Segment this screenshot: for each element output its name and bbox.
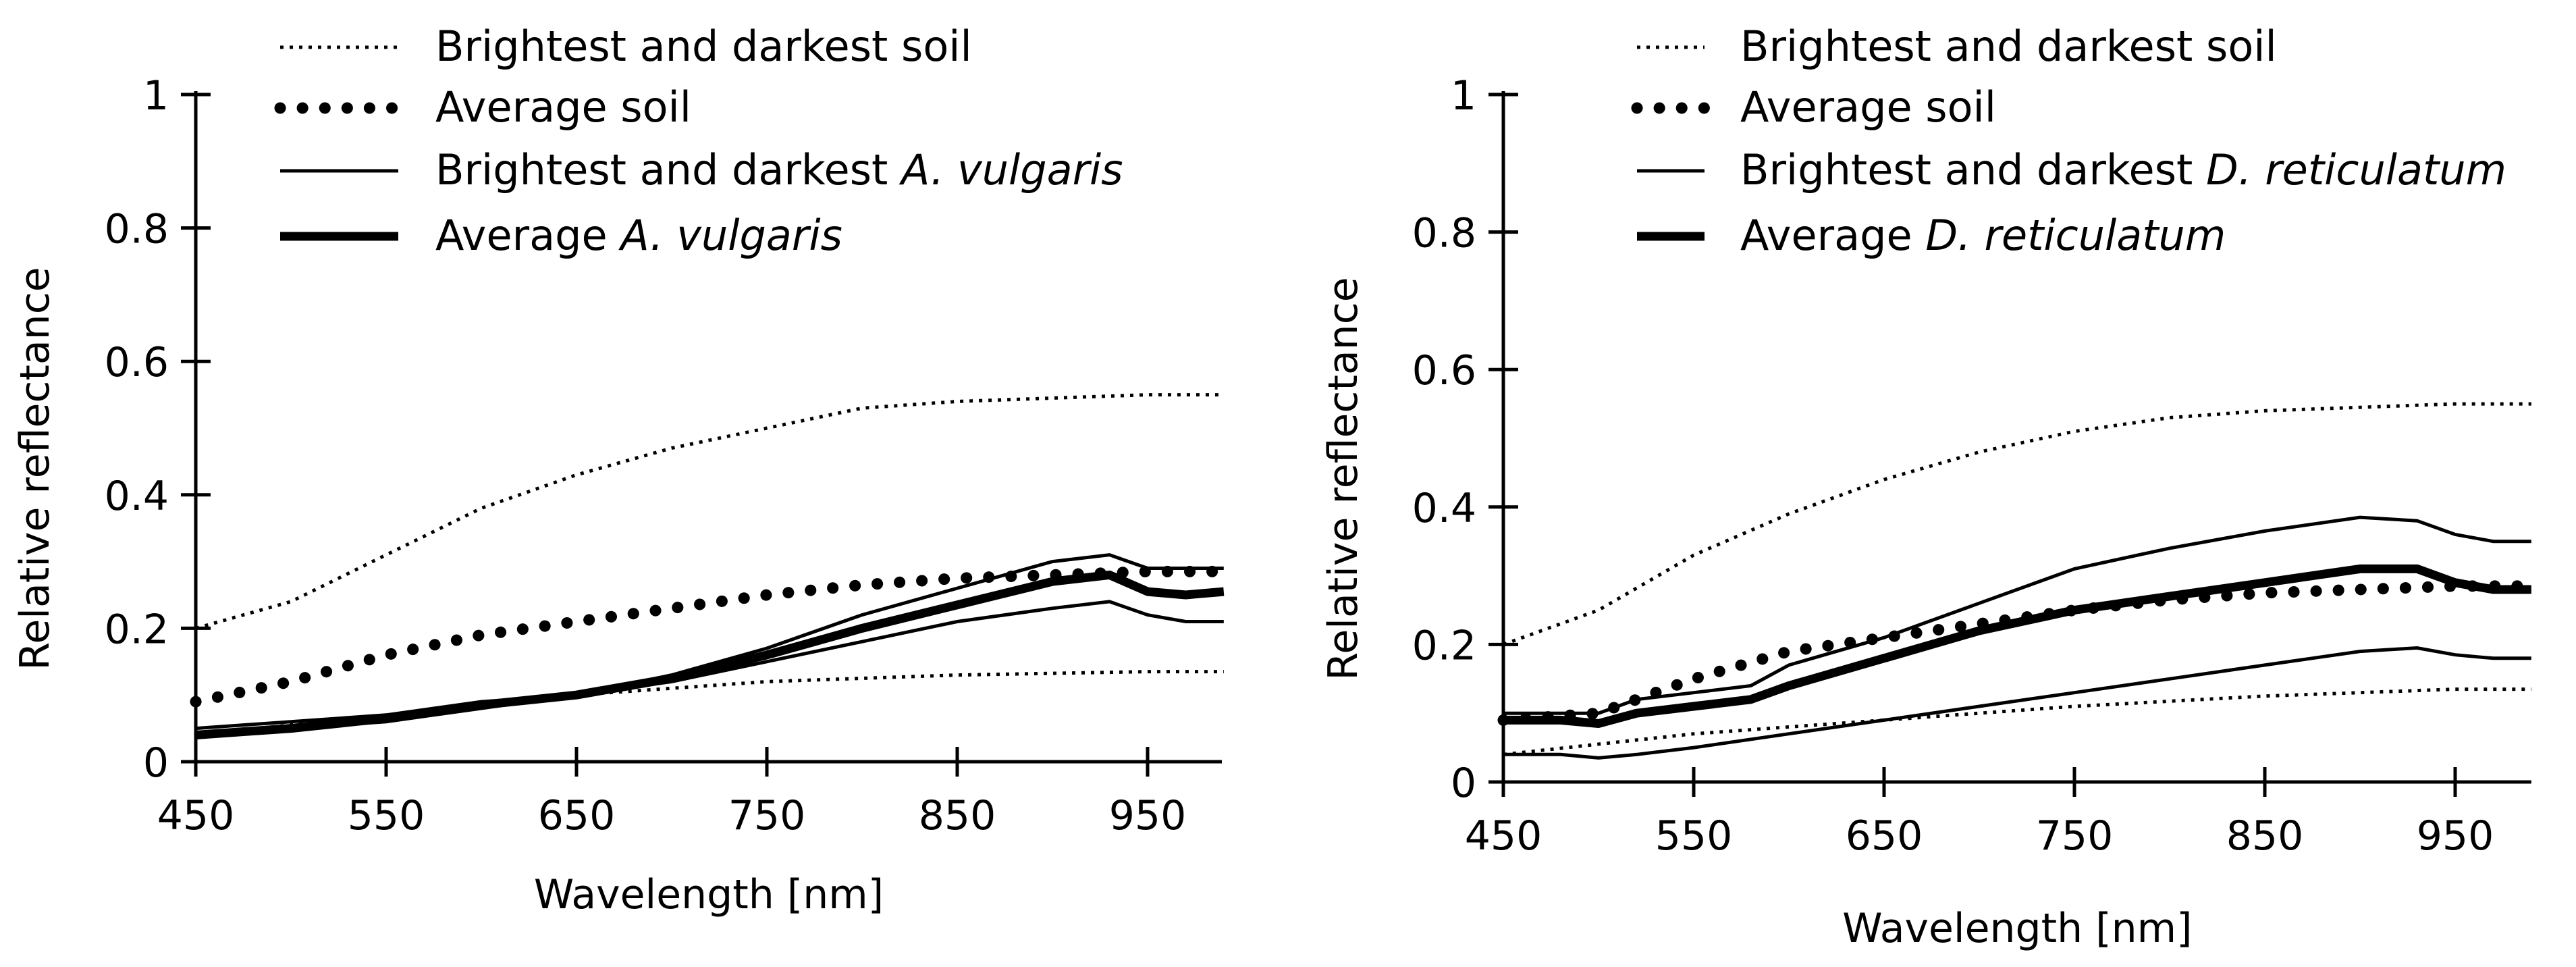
x-tick-label: 850 [2226, 812, 2304, 860]
legend-label-part: Average soil [435, 82, 691, 132]
legend-label-part: Brightest and darkest soil [435, 22, 972, 71]
y-tick-label: 1 [143, 72, 169, 120]
y-tick-label: 0.6 [1412, 347, 1476, 394]
legend-label-part: A. vulgaris [618, 211, 842, 260]
series-line [195, 570, 1225, 739]
chart-panel-2: 0 0.2 0.4 0.6 0.8 1 450 550 650 750 850 950 Waveleng… [1320, 22, 2538, 952]
y-tick-label: 0.4 [105, 473, 169, 520]
legend-label-part: A. vulgaris [898, 145, 1123, 194]
legend-label: Average A. vulgaris [435, 211, 842, 260]
x-tick-label: 950 [1109, 792, 1187, 839]
legend-label-part: Average [1740, 211, 1925, 260]
legend-label: Average soil [435, 82, 691, 132]
x-axis-title: Wavelength [nm] [1842, 905, 2192, 952]
y-tick-label: 1 [1451, 72, 1476, 120]
y-tick-label: 0.8 [1412, 210, 1476, 257]
legend: Brightest and darkest soil Average soil Br… [1631, 22, 2506, 260]
legend-label-part: Average soil [1740, 82, 1996, 132]
series-line [1503, 402, 2531, 646]
x-axis-title: Wavelength [nm] [534, 871, 884, 918]
legend-label: Average D. reticulatum [1740, 211, 2226, 260]
legend-label: Brightest and darkest soil [435, 22, 972, 71]
y-tick-label: 0 [143, 739, 169, 787]
x-tick-label: 650 [538, 792, 616, 839]
legend-label-part: D. reticulatum [2206, 145, 2506, 194]
x-tick-label: 550 [348, 792, 425, 839]
legend-label-part: Brightest and darkest [1740, 145, 2206, 194]
y-tick-label: 0.6 [105, 339, 169, 386]
legend-label-part: D. reticulatum [1925, 211, 2226, 260]
series-line [1503, 687, 2531, 756]
series-line [1503, 515, 2531, 715]
legend-label: Average soil [1740, 82, 1996, 132]
series-line [1503, 564, 2531, 728]
legend: Brightest and darkest soil Average soil Br… [274, 22, 1123, 260]
x-tick-label: 850 [919, 792, 996, 839]
x-tick-label: 550 [1655, 812, 1733, 860]
series-line [195, 393, 1224, 630]
legend-label-part: Brightest and darkest [435, 145, 901, 194]
x-tick-label: 450 [157, 792, 235, 839]
legend-label: Brightest and darkest soil [1740, 22, 2277, 71]
y-tick-label: 0.8 [105, 206, 169, 253]
x-tick-label: 750 [728, 792, 806, 839]
y-tick-label: 0.4 [1412, 485, 1476, 532]
legend-label-part: Average [435, 211, 620, 260]
x-tick-label: 450 [1465, 812, 1542, 860]
legend-label-part: Brightest and darkest soil [1740, 22, 2277, 71]
x-tick-label: 950 [2417, 812, 2494, 860]
legend-label: Brightest and darkest D. reticulatum [1740, 145, 2506, 194]
x-tick-label: 750 [2036, 812, 2114, 860]
y-tick-label: 0 [1451, 760, 1476, 807]
series-line [190, 565, 1230, 708]
y-tick-label: 0.2 [105, 606, 169, 653]
series-line [1503, 646, 2531, 760]
x-tick-label: 650 [1846, 812, 1923, 860]
y-axis-title: Relative reflectance [1320, 277, 1367, 680]
y-tick-label: 0.2 [1412, 622, 1476, 669]
chart-panel-1: 0 0.2 0.4 0.6 0.8 1 450 550 650 750 850 950 Waveleng… [11, 22, 1230, 918]
y-axis-title: Relative reflectance [11, 267, 59, 670]
legend-label: Brightest and darkest A. vulgaris [435, 145, 1123, 194]
